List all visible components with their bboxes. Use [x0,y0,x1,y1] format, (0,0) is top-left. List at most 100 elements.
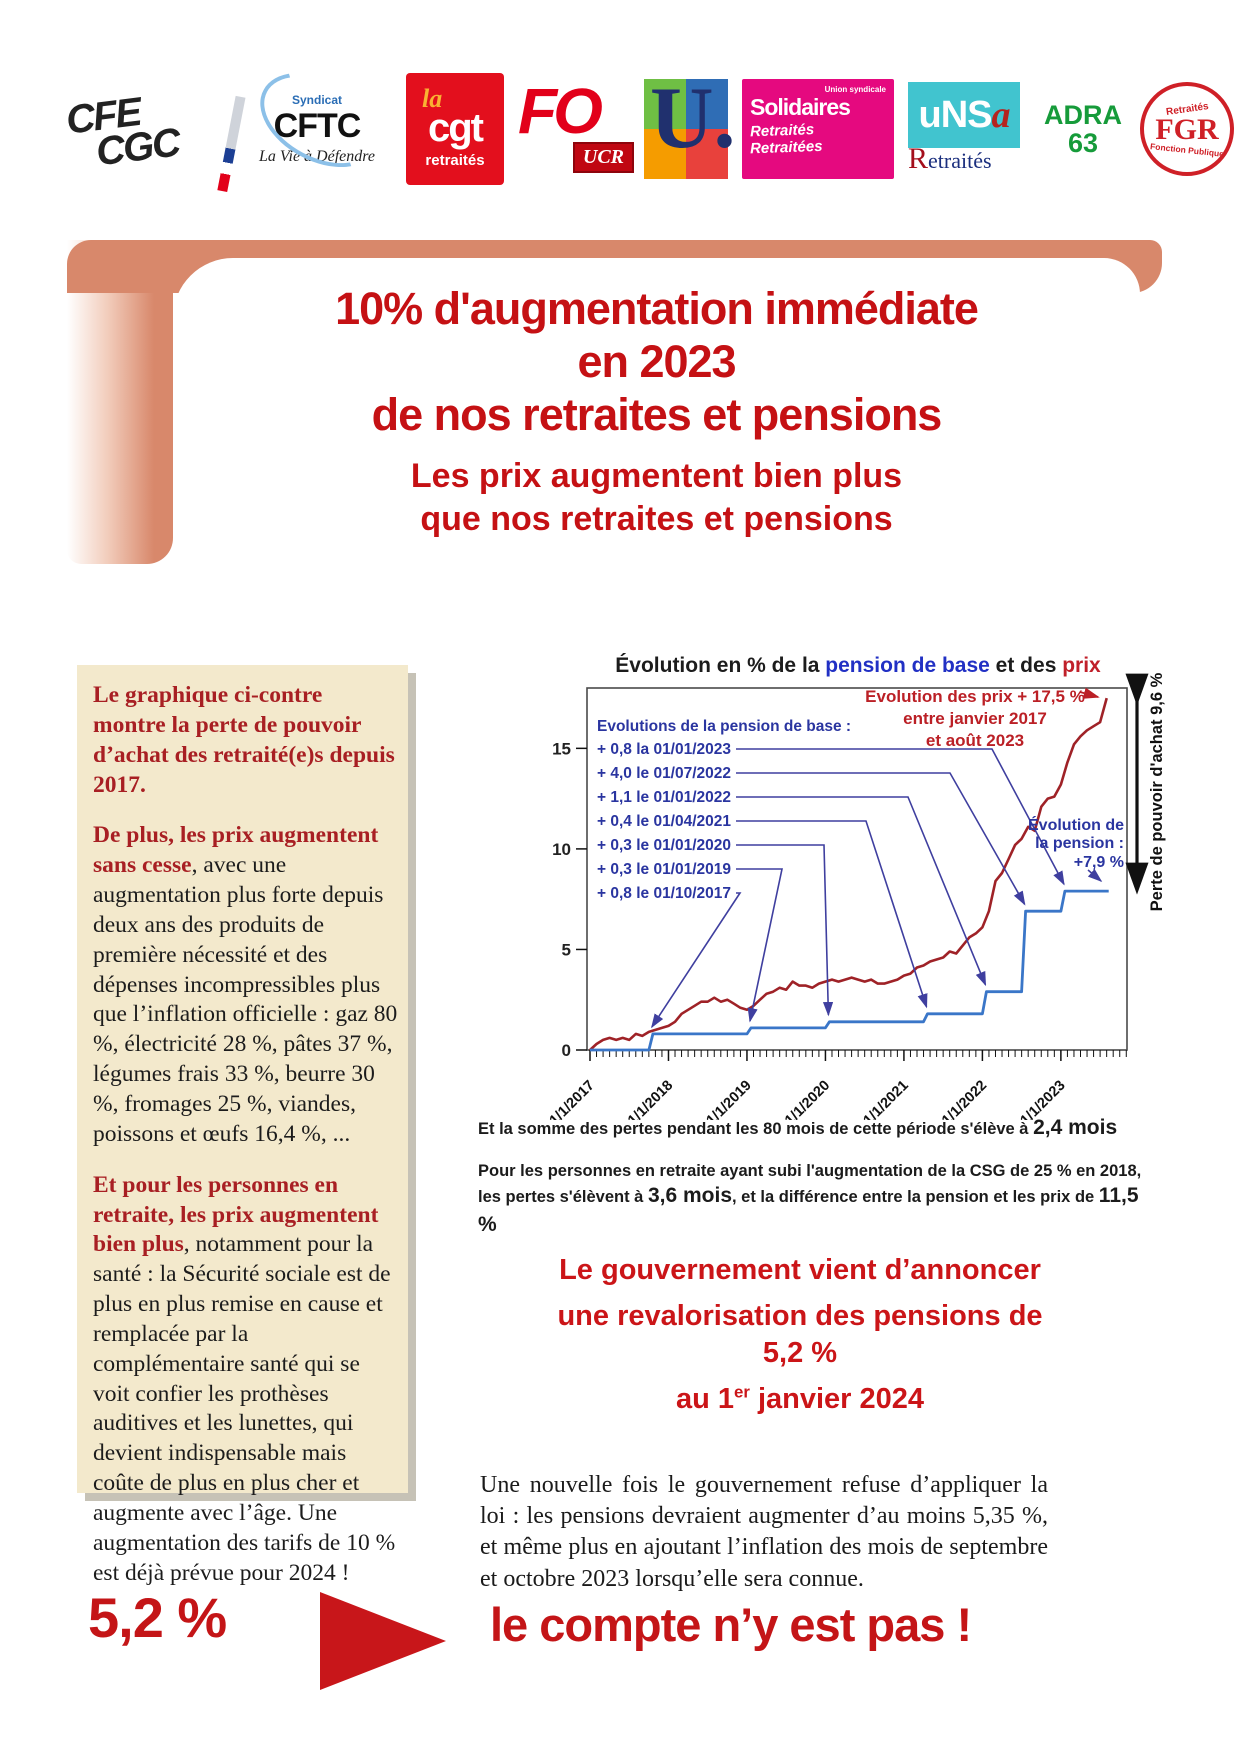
left-text-panel: Le graphique ci-contre montre la perte d… [77,665,408,1586]
text-segment: er [733,1382,750,1402]
solidaires-wordmark: Solidaires [750,94,851,120]
text-segment: Une nouvelle fois le gouvernement refuse… [480,1472,1048,1592]
y-tick-label: 0 [562,1041,571,1060]
logo-cfe-cgc: CFE CGC [64,84,246,192]
right-arrow-triangle-icon [320,1592,446,1690]
y-tick-label: 15 [552,739,571,758]
logo-fsu: U. [644,70,736,179]
text-segment: une revalorisation des pensions de [557,1299,1043,1332]
solidaires-retraitees-label: Retraitées [749,138,823,158]
pension-step-arrow [736,796,987,987]
prices-note-line3: et août 2023 [926,731,1024,750]
main-title: 10% d'augmentation immédiate en 2023 de … [173,282,1140,441]
unsa-retraites-label: Retraités [908,142,992,175]
text-segment: 3,6 mois [647,1184,732,1208]
subtitle-line-1: Les prix augmentent bien plus [410,457,903,496]
pension-step-label: + 0,3 le 01/01/2020 [597,837,731,854]
closing-paragraph: Une nouvelle fois le gouvernement refuse… [480,1446,1048,1619]
pension-note-line2: la pension : [1035,835,1124,852]
prices-note-arrow [1079,687,1100,699]
pension-step-arrow [651,892,742,1029]
solidaires-union-label: Union syndicale [824,85,886,94]
text-segment: Pour les personnes en retraite ayant sub… [478,1162,1142,1207]
cftc-bird-icon [244,53,396,186]
logo-fgr-fonction-publique: Retraités FGR Fonction Publique [1140,82,1234,176]
fsu-mosaic-icon [644,79,728,179]
paragraph: Le graphique ci-contre montre la perte d… [93,681,398,800]
adra-63-text: 63 [1067,128,1099,158]
bottom-slogan: le compte n’y est pas ! [490,1598,972,1651]
csg-note: Pour les personnes en retraite ayant sub… [478,1160,1146,1239]
unsa-cyan-box: uNS a [908,82,1020,148]
text-segment: 5,2 % [762,1337,838,1370]
pension-step-arrow [736,868,783,1023]
pension-note-arrow [1087,868,1103,883]
prices-note-line1: Evolution des prix + 17,5 % [865,687,1085,706]
logo-solidaires: Union syndicale Solidaires Retraités Ret… [742,79,894,179]
cgt-acronym: cgt [428,105,484,150]
pension-step-label: + 0,8 le 01/10/2017 [597,885,731,902]
logo-cftc: Syndicat CFTC La Vie à Défendre [242,53,396,186]
pension-step-label: + 0,3 le 01/01/2019 [597,861,731,878]
paragraph: 5,2 % [450,1335,1150,1373]
government-announcement-heading: Le gouvernement vient d’annoncer une reva… [450,1252,1150,1419]
paragraph: au 1er janvier 2024 [450,1381,1150,1419]
pension-vs-prices-chart: Évolution en % de la pension de base et … [547,654,1166,1120]
subtitle: Les prix augmentent bien plus que nos re… [173,455,1140,540]
text-segment: 11,5 % [478,1184,1139,1236]
cgt-red-square: la cgt retraités [406,73,504,185]
title-line-2: en 2023 [577,336,736,388]
chart-title: Évolution en % de la pension de base et … [615,654,1101,677]
paragraph: une revalorisation des pensions de [450,1298,1150,1336]
axis-ticks [576,747,1127,1061]
text-segment: janvier 2024 [749,1383,925,1416]
pension-note-line1: Évolution de [1028,815,1124,834]
paragraph: Une nouvelle fois le gouvernement refuse… [480,1470,1048,1595]
unsa-wordmark: uNS [918,93,993,136]
logo-adra-63: ADRA 63 [1040,99,1126,158]
prices-note-line2: entre janvier 2017 [903,709,1047,728]
prices-line [589,697,1108,1051]
text-segment: Et pour les personnes en retraite, les p… [93,1171,379,1258]
subtitle-line-2: que nos retraites et pensions [420,499,893,538]
paragraph: De plus, les prix augmentent sans cesse,… [93,821,398,1149]
y-axis-labels: 0 5 10 15 [552,739,571,1060]
text-segment: au 1 [675,1383,734,1416]
cftc-acronym: CFTC [273,106,362,145]
y-tick-label: 10 [552,840,571,859]
pension-annotations-header: Evolutions de la pension de base : [597,718,851,735]
title-line-1: 10% d'augmentation immédiate [335,283,979,334]
cftc-tagline: La Vie à Défendre [259,147,375,165]
paragraph: Et pour les personnes en retraite, les p… [93,1171,398,1589]
text-segment: Et la somme des pertes pendant les 80 mo… [478,1120,1034,1138]
pension-step-line [590,889,1109,1052]
text-segment: , et la différence entre la pension et l… [732,1188,1099,1207]
cgt-retraites-label: retraités [425,151,485,169]
pension-step-annotations: Evolutions de la pension de base : + 0,8 … [597,718,1065,1029]
cgt-la-script: la [422,84,443,114]
y-tick-label: 5 [562,940,571,959]
text-segment: De plus, les prix augmentent sans cesse [93,822,379,879]
pension-step-arrow [736,748,1065,886]
fgr-circle-icon: Retraités FGR Fonction Publique [1140,82,1234,176]
logo-cgt-retraites: la cgt retraités [406,73,504,185]
fgr-monogram: FGR [1155,112,1219,146]
fo-ucr-box: UCR [572,142,634,173]
text-segment: , avec une augmentation plus forte depui… [93,852,398,1147]
cftc-syndicat-label: Syndicat [291,92,342,107]
pension-step-arrow [736,820,928,1009]
logo-unsa-retraites: uNS a Retraités [908,82,1026,176]
text-segment: , notamment pour la santé : la Sécurité … [93,1231,396,1586]
pension-step-label: + 4,0 le 01/07/2022 [597,765,731,782]
unsa-a-letter: a [991,94,1011,136]
adra-text: ADRA [1044,99,1122,130]
title-line-3: de nos retraites et pensions [371,389,943,441]
text-segment: Le graphique ci-contre montre la perte d… [93,682,395,798]
pension-step-label: + 0,8 la 01/01/2023 [597,741,731,758]
pension-step-label: + 1,1 le 01/01/2022 [597,789,731,806]
pension-step-label: + 0,4 le 01/04/2021 [597,813,731,830]
title-box: 10% d'augmentation immédiate en 2023 de … [173,258,1140,565]
union-logos-strip: CFE CGC Syndicat CFTC La Vie à Défendre … [64,53,1234,192]
fsu-u-letter: U. [650,70,736,167]
